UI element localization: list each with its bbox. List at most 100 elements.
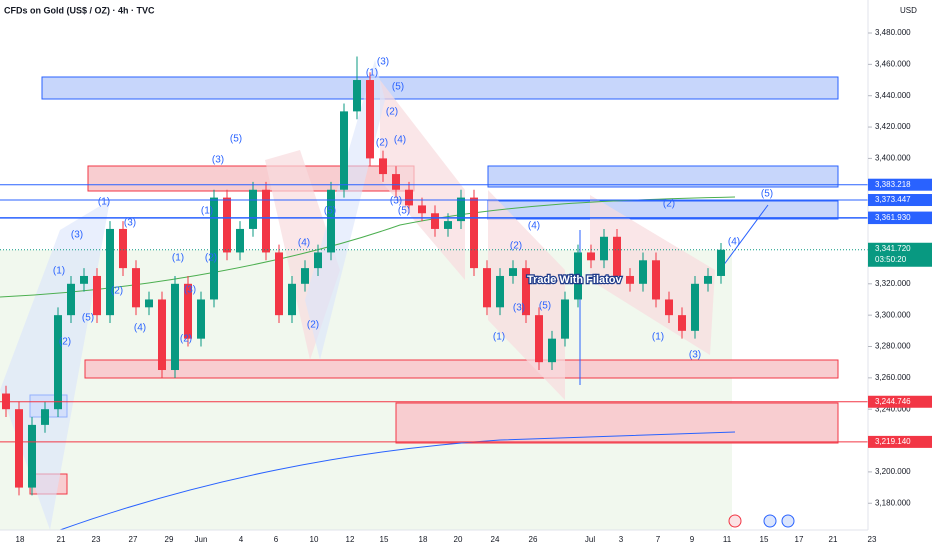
wave-label: (3)	[71, 230, 83, 241]
time-label: 23	[868, 535, 877, 544]
time-label: 24	[491, 535, 500, 544]
annotation: Trade With Filatov	[527, 274, 623, 286]
candle-body	[600, 236, 608, 261]
candle-body	[119, 228, 127, 269]
wave-label: (2)	[510, 241, 522, 252]
time-label: 9	[690, 535, 695, 544]
wave-label: (5)	[392, 82, 404, 93]
candle-body	[15, 409, 23, 488]
time-label: 10	[310, 535, 319, 544]
currency: USD	[900, 6, 917, 15]
candle-body	[275, 252, 283, 316]
zone	[487, 165, 839, 188]
candle-body	[717, 249, 725, 276]
candle-body	[574, 252, 582, 300]
price-tag-label: 3,383.218	[875, 180, 911, 189]
candle-body	[197, 299, 205, 339]
wave-label: (5)	[398, 206, 410, 217]
candle-body	[548, 338, 556, 363]
wave-label: (4)	[528, 221, 540, 232]
zone	[84, 359, 839, 379]
channel	[305, 60, 385, 360]
projection	[719, 204, 769, 271]
wave-label: (1)	[493, 332, 505, 343]
candle-body	[262, 189, 270, 253]
candle-body	[353, 80, 361, 112]
price-tag	[868, 435, 932, 448]
candle-body	[41, 409, 49, 425]
event-icon[interactable]	[781, 514, 795, 528]
channel	[380, 80, 465, 280]
time-label: Jun	[195, 535, 208, 544]
wave-label: (3)	[124, 218, 136, 229]
price-label: 3,180.000	[875, 498, 911, 507]
wave-label: (5)	[324, 206, 336, 217]
candle-body	[67, 283, 75, 316]
candle-body	[366, 80, 374, 159]
time-label: 26	[529, 535, 538, 544]
wave-label: (2)	[111, 286, 123, 297]
time-label: 27	[129, 535, 138, 544]
time-label: 12	[346, 535, 355, 544]
last-price-tag	[868, 242, 932, 267]
wave-label: (2)	[386, 107, 398, 118]
candle-body	[301, 268, 309, 284]
candle-body	[444, 221, 452, 229]
wave-label: (5)	[761, 189, 773, 200]
price-label: 3,300.000	[875, 310, 911, 319]
wave-label: (4)	[134, 323, 146, 334]
candle-body	[704, 275, 712, 284]
candle-body	[613, 236, 621, 276]
price-tag	[868, 395, 932, 408]
time-label: 15	[760, 535, 769, 544]
shade	[0, 250, 732, 530]
candle-body	[483, 268, 491, 308]
last-price-label: 3,341.720	[875, 244, 911, 253]
wave-label: (2)	[180, 334, 192, 345]
wave-label: (4)	[298, 238, 310, 249]
candle-body	[431, 213, 439, 229]
wave-label: (3)	[184, 285, 196, 296]
price-tag-label: 3,219.140	[875, 437, 911, 446]
event-icon[interactable]	[763, 514, 777, 528]
price-label: 3,420.000	[875, 122, 911, 131]
wave-label: (4)	[394, 135, 406, 146]
candle-body	[327, 189, 335, 253]
price-tag	[868, 178, 932, 191]
price-label: 3,460.000	[875, 59, 911, 68]
candle-body	[340, 111, 348, 190]
wave-label: (5)	[539, 301, 551, 312]
candle-body	[145, 299, 153, 308]
price-tag-label: 3,361.930	[875, 213, 911, 222]
wave-label: (2)	[376, 138, 388, 149]
wave-label: (4)	[728, 237, 740, 248]
wave-label: (5)	[82, 313, 94, 324]
candle-body	[210, 197, 218, 300]
zone	[395, 402, 839, 444]
candle-body	[314, 252, 322, 269]
candle-body	[639, 260, 647, 284]
wave-label: (2)	[307, 320, 319, 331]
wave-label: (1)	[53, 266, 65, 277]
time-label: 18	[16, 535, 25, 544]
candle-body	[522, 268, 530, 316]
wave-label: (2)	[663, 199, 675, 210]
time-label: 3	[619, 535, 624, 544]
moving-average	[59, 431, 736, 531]
price-tag	[868, 194, 932, 207]
time-label: 18	[419, 535, 428, 544]
wave-label: (1)	[201, 206, 213, 217]
candle-body	[236, 228, 244, 253]
event-icon[interactable]	[728, 514, 742, 528]
price-label: 3,280.000	[875, 342, 911, 351]
wave-label: (3)	[390, 196, 402, 207]
time-label: 11	[723, 535, 732, 544]
candle-body	[28, 424, 36, 488]
wave-label: (1)	[98, 197, 110, 208]
candle-body	[158, 299, 166, 371]
candle-body	[457, 197, 465, 222]
time-label: 4	[239, 535, 244, 544]
time-label: 21	[829, 535, 838, 544]
